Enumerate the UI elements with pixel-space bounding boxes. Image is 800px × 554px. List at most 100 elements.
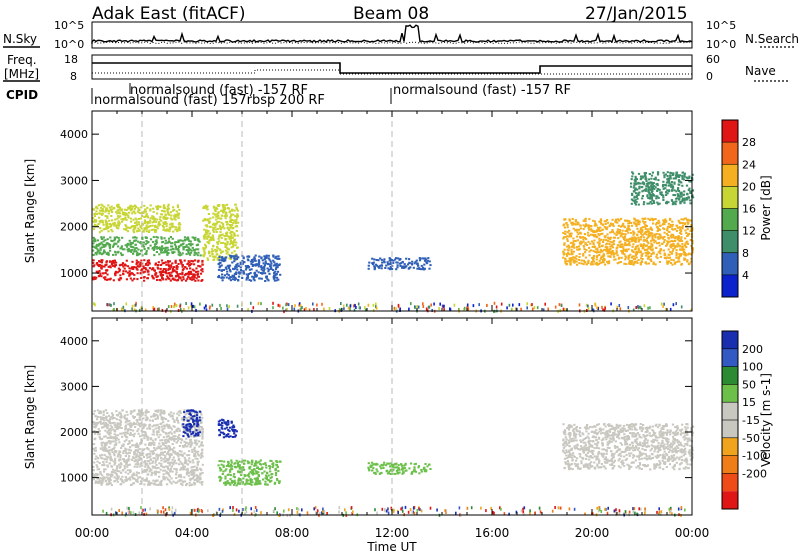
- frequency-trace: [92, 62, 692, 74]
- cpid-label-3: normalsound (fast) -157 RF: [393, 83, 571, 98]
- power-feature-6: [562, 217, 695, 266]
- velocity-feature-3: [217, 459, 282, 487]
- time-tick-label-0: 00:00: [75, 526, 110, 540]
- velocity-colorbar-swatch-7: [722, 455, 738, 474]
- velocity-feature-4: [367, 461, 432, 475]
- power-colorbar-tick-4: 20: [742, 180, 756, 193]
- power-colorbar-swatch-0: [722, 274, 738, 297]
- freq-left-tick-top: 18: [64, 53, 78, 66]
- nave-trace: [92, 69, 692, 75]
- time-tick-label-5: 20:00: [575, 526, 610, 540]
- nsky-trace: [91, 24, 693, 44]
- velocity-feature-5: [562, 422, 695, 471]
- power-colorbar: 4 8 12 16 20 24 28: [721, 119, 756, 298]
- noise-right-tick-bottom: 10^0: [706, 38, 736, 51]
- noise-panel: 10^5 10^0 10^5 10^0 N.Sky N.Search: [3, 19, 799, 51]
- cpid-panel: CPID normalsound (fast) -157 RF normalso…: [6, 83, 571, 108]
- velocity-colorbar-tick-6: -100: [742, 450, 767, 463]
- velocity-colorbar-tick-3: 15: [742, 396, 756, 409]
- velocity-colorbar-label: Velocity [m s-1]: [759, 373, 773, 467]
- power-ytick-label-2: 3000: [60, 174, 88, 187]
- power-colorbar-swatch-3: [722, 208, 738, 231]
- freq-left-tick-bottom: 8: [70, 70, 77, 83]
- cpid-label: CPID: [6, 88, 38, 102]
- cpid-label-1: normalsound (fast) -157 RF: [130, 83, 308, 98]
- velocity-colorbar-swatch-3: [722, 384, 738, 403]
- power-colorbar-swatch-2: [722, 230, 738, 253]
- velocity-colorbar-swatch-2: [722, 366, 738, 385]
- power-feature-3: [202, 203, 240, 261]
- nsearch-trace: [91, 41, 693, 45]
- velocity-ytick-label-2: 3000: [60, 380, 88, 393]
- beam-title: Beam 08: [353, 4, 429, 24]
- cpid-label-2: normalsound (fast) 157rbsp 200 RF: [94, 93, 325, 108]
- power-feature-2: [92, 203, 182, 234]
- power-feature-0: [92, 259, 204, 282]
- power-feature-1: [92, 236, 202, 257]
- power-ytick-label-3: 4000: [60, 128, 88, 141]
- velocity-colorbar-swatch-1: [722, 348, 738, 367]
- freq-right-tick-bottom: 0: [706, 70, 713, 83]
- velocity-ylabel: Slant Range [km]: [23, 365, 37, 469]
- velocity-feature-0: [92, 409, 204, 487]
- power-colorbar-tick-3: 16: [742, 203, 756, 216]
- power-colorbar-swatch-5: [722, 164, 738, 187]
- velocity-colorbar-tick-1: 100: [742, 361, 763, 374]
- power-colorbar-swatch-4: [722, 186, 738, 209]
- power-colorbar-label: Power [dB]: [759, 175, 773, 240]
- noise-left-tick-top: 10^5: [54, 19, 84, 32]
- freq-right-tick-top: 60: [706, 53, 720, 66]
- velocity-feature-1: [182, 409, 202, 438]
- noise-left-tick-bottom: 10^0: [54, 38, 84, 51]
- time-axis-label: Time UT: [366, 540, 417, 554]
- freq-label: Freq.: [7, 53, 37, 67]
- velocity-colorbar-tick-2: 50: [742, 378, 756, 391]
- power-colorbar-swatch-7: [722, 120, 738, 143]
- power-colorbar-tick-2: 12: [742, 225, 756, 238]
- velocity-colorbar-swatch-9: [722, 491, 738, 509]
- power-ytick-label-1: 2000: [60, 221, 88, 234]
- time-tick-label-3: 12:00: [375, 526, 410, 540]
- velocity-colorbar-tick-7: -200: [742, 467, 767, 480]
- power-colorbar-tick-0: 4: [742, 269, 749, 282]
- time-tick-label-6: 00:00: [675, 526, 710, 540]
- power-colorbar-tick-1: 8: [742, 247, 749, 260]
- velocity-colorbar-tick-5: -50: [742, 432, 760, 445]
- power-colorbar-swatch-6: [722, 142, 738, 165]
- power-panel: Slant Range [km] 1000 2000 3000 4000: [23, 110, 695, 314]
- velocity-ytick-label-1: 2000: [60, 426, 88, 439]
- frequency-panel: 18 8 60 0 Freq. [MHz] Nave: [3, 53, 790, 83]
- velocity-colorbar-swatch-0: [722, 331, 738, 349]
- power-colorbar-tick-5: 24: [742, 158, 756, 171]
- velocity-ytick-label-3: 4000: [60, 335, 88, 348]
- velocity-feature-2: [217, 418, 238, 439]
- power-ylabel: Slant Range [km]: [23, 159, 37, 263]
- power-feature-5: [367, 257, 432, 271]
- noise-right-tick-top: 10^5: [706, 19, 736, 32]
- velocity-heatmap: [92, 409, 695, 517]
- power-feature-7: [629, 171, 695, 206]
- velocity-ytick-label-0: 1000: [60, 472, 88, 485]
- power-ytick-label-0: 1000: [60, 267, 88, 280]
- power-colorbar-tick-6: 28: [742, 136, 756, 149]
- velocity-colorbar-swatch-6: [722, 437, 738, 456]
- velocity-colorbar-swatch-5: [722, 420, 738, 438]
- time-tick-label-1: 04:00: [175, 526, 210, 540]
- velocity-colorbar-tick-0: 200: [742, 343, 763, 356]
- velocity-panel: Slant Range [km] 1000 2000 3000 4000: [23, 317, 695, 517]
- velocity-colorbar-swatch-8: [722, 473, 738, 492]
- velocity-colorbar-swatch-4: [722, 402, 738, 420]
- power-colorbar-swatch-1: [722, 252, 738, 275]
- power-heatmap: [92, 171, 695, 314]
- time-axis: 00:00 04:00 08:00 12:00 16:00 20:00 00:00: [75, 526, 710, 540]
- freq-unit-label: [MHz]: [4, 67, 39, 81]
- nsky-label: N.Sky: [3, 32, 37, 46]
- time-tick-label-4: 16:00: [475, 526, 510, 540]
- nsearch-label: N.Search: [745, 32, 799, 46]
- power-feature-4: [217, 254, 282, 282]
- station-title: Adak East (fitACF): [92, 4, 246, 24]
- nave-label: Nave: [745, 64, 776, 78]
- velocity-colorbar: 200 100 50 15 -15 -50 -100 -200: [721, 330, 767, 510]
- date-title: 27/Jan/2015: [585, 4, 688, 24]
